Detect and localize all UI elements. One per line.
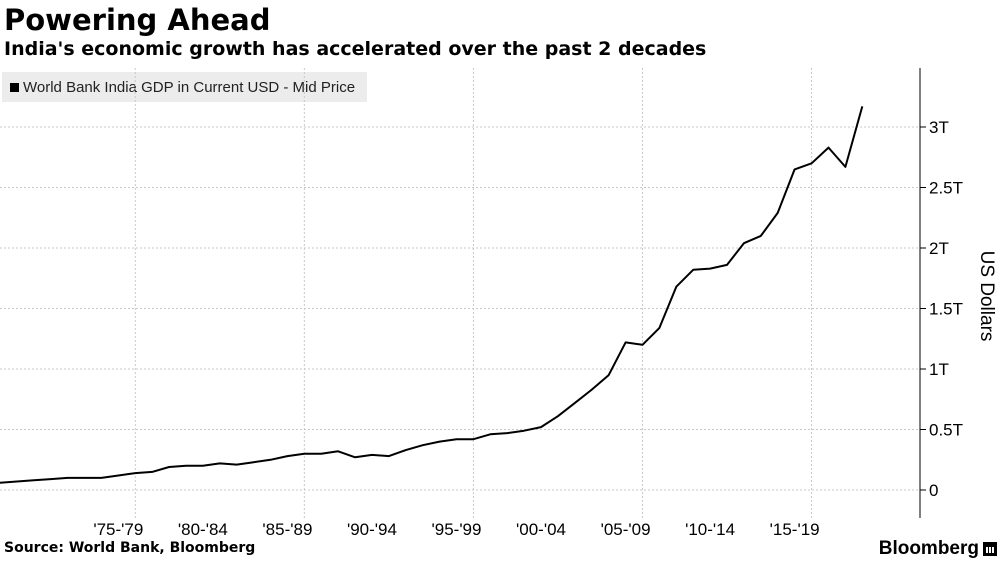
x-tick-label: '75-'79: [93, 520, 143, 539]
y-tick-label: 2T: [929, 239, 949, 258]
y-tick-label: 2.5T: [929, 179, 963, 198]
bloomberg-bars-icon: [983, 542, 997, 556]
x-tick-label: '05-'09: [601, 520, 651, 539]
series-layer: [0, 106, 864, 484]
x-tick-label: '95-'99: [432, 520, 482, 539]
x-tick-label: '85-'89: [262, 520, 312, 539]
brand-logo: Bloomberg: [879, 538, 997, 560]
chart-title: Powering Ahead: [4, 3, 271, 37]
label-layer: 0 0.5T 1T 1.5T 2T 2.5T 3T '75-'79 '80-'84 '85-'89…: [93, 118, 997, 539]
y-tick-label: 1.5T: [929, 300, 963, 319]
y-tick-label: 1T: [929, 360, 949, 379]
grid-layer: [0, 68, 920, 518]
y-axis-title: US Dollars: [976, 251, 997, 342]
source-note: Source: World Bank, Bloomberg: [4, 540, 256, 556]
series-line: [0, 106, 864, 484]
x-tick-label: '80-'84: [178, 520, 228, 539]
chart-legend: World Bank India GDP in Current USD - Mi…: [2, 72, 368, 102]
y-tick-label: 0.5T: [929, 421, 963, 440]
y-tick-label: 0: [929, 481, 938, 500]
brand-name: Bloomberg: [878, 538, 979, 559]
x-tick-label: '15-'19: [770, 520, 820, 539]
chart-subtitle: India's economic growth has accelerated …: [4, 38, 707, 60]
x-tick-label: '00-'04: [516, 520, 566, 539]
x-tick-label: '10-'14: [685, 520, 735, 539]
axis-layer: [919, 68, 926, 518]
x-tick-label: '90-'94: [347, 520, 397, 539]
y-tick-label: 3T: [929, 118, 949, 137]
legend-swatch-icon: [10, 82, 19, 92]
legend-label: World Bank India GDP in Current USD - Mi…: [23, 78, 356, 96]
